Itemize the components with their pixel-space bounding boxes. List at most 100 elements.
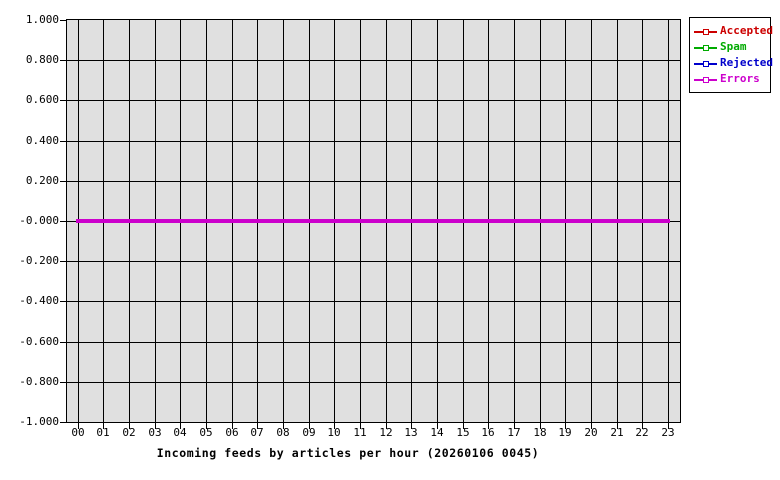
series-point-errors xyxy=(486,219,490,223)
x-tick-mark xyxy=(309,423,310,429)
legend-line-sample xyxy=(694,59,717,68)
y-tick-label: -1.000 xyxy=(19,415,59,428)
series-point-errors xyxy=(255,219,259,223)
series-segment-errors xyxy=(565,219,591,223)
series-point-errors xyxy=(76,219,80,223)
horizontal-gridline xyxy=(67,261,680,262)
x-tick-label: 00 xyxy=(71,426,85,439)
x-tick-mark xyxy=(488,423,489,429)
legend-label: Errors xyxy=(720,72,760,85)
x-tick-mark xyxy=(411,423,412,429)
legend-box: Accepted Spam Rejected Errors xyxy=(689,17,773,93)
series-segment-errors xyxy=(360,219,386,223)
series-segment-errors xyxy=(232,219,258,223)
series-point-errors xyxy=(563,219,567,223)
series-segment-errors xyxy=(617,219,643,223)
y-tick-label: -0.200 xyxy=(19,254,59,267)
series-point-errors xyxy=(281,219,285,223)
x-tick-mark xyxy=(668,423,669,429)
x-tick-label: 08 xyxy=(276,426,290,439)
horizontal-gridline xyxy=(67,342,680,343)
series-point-errors xyxy=(435,219,439,223)
x-tick-label: 09 xyxy=(302,426,316,439)
horizontal-gridline xyxy=(67,181,680,182)
y-tick-label: -0.400 xyxy=(19,294,59,307)
x-tick-mark xyxy=(540,423,541,429)
x-tick-mark xyxy=(334,423,335,429)
x-tick-label: 14 xyxy=(430,426,444,439)
series-point-errors xyxy=(615,219,619,223)
x-tick-label: 05 xyxy=(199,426,213,439)
chart-title: Incoming feeds by articles per hour (202… xyxy=(156,446,540,460)
y-tick-mark xyxy=(60,301,66,302)
legend-entry-spam: Spam xyxy=(690,39,770,55)
x-tick-label: 13 xyxy=(404,426,418,439)
legend-point-marker xyxy=(703,76,709,83)
legend-label: Spam xyxy=(720,40,747,53)
legend-point-marker xyxy=(703,44,709,51)
series-segment-errors xyxy=(334,219,360,223)
x-tick-label: 04 xyxy=(173,426,187,439)
series-point-errors xyxy=(178,219,182,223)
x-tick-label: 17 xyxy=(507,426,521,439)
horizontal-gridline xyxy=(67,382,680,383)
x-tick-mark xyxy=(463,423,464,429)
y-tick-label: 0.600 xyxy=(25,93,59,106)
legend-entry-errors: Errors xyxy=(690,71,770,87)
y-tick-label: 0.800 xyxy=(25,53,59,66)
x-tick-mark xyxy=(617,423,618,429)
x-tick-label: 22 xyxy=(635,426,649,439)
y-tick-label: -0.600 xyxy=(19,335,59,348)
series-segment-errors xyxy=(78,219,104,223)
horizontal-gridline xyxy=(67,60,680,61)
series-segment-errors xyxy=(463,219,489,223)
x-tick-mark xyxy=(642,423,643,429)
legend-entry-accepted: Accepted xyxy=(690,23,773,39)
x-tick-mark xyxy=(78,423,79,429)
x-tick-mark xyxy=(514,423,515,429)
x-tick-mark xyxy=(129,423,130,429)
y-tick-label: 0.200 xyxy=(25,174,59,187)
y-tick-mark xyxy=(60,181,66,182)
x-tick-mark xyxy=(565,423,566,429)
series-point-errors xyxy=(358,219,362,223)
series-segment-errors xyxy=(642,219,668,223)
x-tick-label: 15 xyxy=(456,426,470,439)
y-tick-label: 1.000 xyxy=(25,13,59,26)
series-point-errors xyxy=(153,219,157,223)
x-tick-mark xyxy=(103,423,104,429)
x-tick-label: 18 xyxy=(533,426,547,439)
series-segment-errors xyxy=(386,219,412,223)
series-segment-errors xyxy=(257,219,283,223)
series-segment-errors xyxy=(540,219,566,223)
x-tick-label: 02 xyxy=(122,426,136,439)
legend-line-sample xyxy=(694,75,717,84)
x-tick-mark xyxy=(206,423,207,429)
series-segment-errors xyxy=(411,219,437,223)
series-point-errors xyxy=(461,219,465,223)
series-segment-errors xyxy=(488,219,514,223)
series-point-errors xyxy=(384,219,388,223)
x-tick-label: 07 xyxy=(250,426,264,439)
x-tick-mark xyxy=(437,423,438,429)
x-tick-label: 10 xyxy=(327,426,341,439)
legend-line-sample xyxy=(694,43,717,52)
x-tick-label: 23 xyxy=(661,426,675,439)
series-segment-errors xyxy=(437,219,463,223)
y-tick-label: -0.000 xyxy=(19,214,59,227)
series-segment-errors xyxy=(206,219,232,223)
x-tick-label: 16 xyxy=(481,426,495,439)
x-tick-mark xyxy=(386,423,387,429)
series-point-errors xyxy=(204,219,208,223)
series-point-errors xyxy=(409,219,413,223)
y-tick-label: 0.400 xyxy=(25,134,59,147)
y-tick-mark xyxy=(60,422,66,423)
legend-point-marker xyxy=(703,28,709,35)
y-tick-mark xyxy=(60,342,66,343)
x-tick-mark xyxy=(232,423,233,429)
series-point-errors xyxy=(589,219,593,223)
series-point-errors xyxy=(538,219,542,223)
legend-point-marker xyxy=(703,60,709,67)
legend-line-sample xyxy=(694,27,717,36)
